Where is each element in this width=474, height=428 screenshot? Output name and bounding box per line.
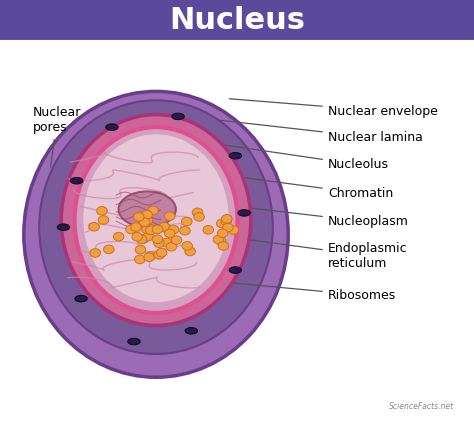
Circle shape (132, 232, 143, 241)
Circle shape (146, 226, 156, 235)
Circle shape (142, 216, 153, 225)
Text: Chromatin: Chromatin (190, 170, 393, 200)
Circle shape (185, 247, 195, 256)
Circle shape (142, 211, 152, 219)
Circle shape (213, 235, 224, 244)
Ellipse shape (83, 134, 229, 302)
Circle shape (192, 208, 203, 217)
Circle shape (136, 235, 147, 244)
Circle shape (148, 206, 158, 215)
Circle shape (134, 213, 144, 221)
Circle shape (168, 226, 179, 234)
Ellipse shape (74, 127, 237, 313)
Circle shape (156, 248, 167, 257)
Circle shape (217, 229, 228, 238)
Circle shape (90, 249, 100, 257)
Text: Endoplasmic
reticulum: Endoplasmic reticulum (212, 235, 408, 270)
Ellipse shape (118, 191, 176, 227)
Circle shape (152, 225, 163, 234)
Circle shape (223, 223, 233, 232)
Circle shape (164, 212, 175, 220)
Ellipse shape (75, 295, 87, 302)
Circle shape (171, 236, 182, 244)
Text: Nucleoplasm: Nucleoplasm (203, 202, 409, 228)
Ellipse shape (106, 124, 118, 131)
Circle shape (217, 219, 227, 228)
Circle shape (135, 245, 146, 254)
Ellipse shape (229, 152, 241, 159)
Circle shape (154, 239, 164, 247)
Circle shape (228, 226, 239, 234)
Ellipse shape (128, 338, 140, 345)
Circle shape (142, 225, 152, 234)
Circle shape (135, 255, 145, 264)
Ellipse shape (229, 267, 241, 273)
Text: Nucleolus: Nucleolus (203, 142, 389, 171)
Text: ScienceFacts.net: ScienceFacts.net (389, 402, 454, 411)
Circle shape (166, 242, 177, 251)
Circle shape (146, 225, 157, 233)
Ellipse shape (39, 100, 273, 354)
Circle shape (161, 224, 171, 232)
Circle shape (194, 213, 204, 221)
Circle shape (218, 242, 228, 250)
Circle shape (221, 214, 232, 223)
Text: Nuclear
pores: Nuclear pores (33, 106, 81, 167)
Circle shape (154, 251, 164, 259)
Circle shape (126, 225, 136, 234)
Circle shape (162, 238, 172, 247)
Text: Nucleus: Nucleus (169, 6, 305, 35)
Ellipse shape (71, 178, 83, 184)
Ellipse shape (57, 224, 70, 230)
Ellipse shape (185, 327, 198, 334)
Text: Nuclear lamina: Nuclear lamina (220, 120, 423, 144)
Circle shape (134, 212, 145, 221)
Text: Nuclear envelope: Nuclear envelope (229, 99, 438, 118)
Circle shape (143, 232, 154, 241)
Circle shape (136, 212, 146, 220)
Circle shape (215, 236, 226, 245)
Circle shape (113, 232, 124, 241)
Circle shape (98, 216, 109, 224)
Circle shape (131, 223, 141, 232)
Circle shape (144, 253, 155, 262)
Circle shape (138, 235, 149, 243)
Circle shape (182, 217, 192, 226)
Circle shape (103, 245, 114, 254)
Circle shape (139, 218, 150, 226)
Circle shape (145, 252, 155, 260)
Circle shape (152, 235, 163, 244)
Circle shape (180, 226, 190, 235)
Circle shape (164, 229, 175, 238)
Ellipse shape (172, 113, 184, 119)
Circle shape (203, 226, 213, 234)
Ellipse shape (238, 210, 250, 216)
Circle shape (97, 207, 107, 215)
Circle shape (182, 241, 192, 250)
Ellipse shape (61, 115, 251, 325)
Circle shape (89, 223, 100, 231)
Circle shape (221, 217, 231, 226)
Text: Ribosomes: Ribosomes (212, 281, 396, 302)
Ellipse shape (24, 92, 288, 377)
Circle shape (159, 222, 169, 231)
